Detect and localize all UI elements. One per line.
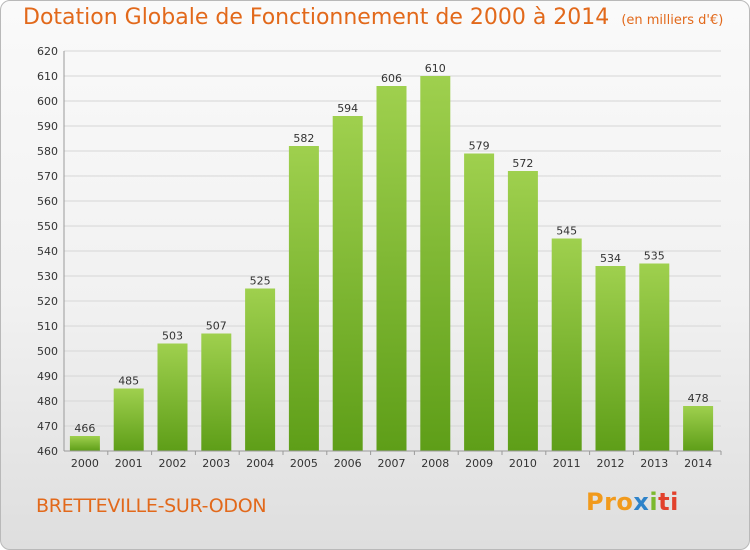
bar-value-label: 579 xyxy=(469,140,490,153)
x-tick-label: 2006 xyxy=(334,457,362,470)
bar-value-label: 535 xyxy=(644,250,665,263)
y-tick-label: 560 xyxy=(37,195,58,208)
x-tick-label: 2001 xyxy=(115,457,143,470)
y-tick-label: 610 xyxy=(37,70,58,83)
bar xyxy=(420,76,451,451)
x-tick-label: 2012 xyxy=(597,457,625,470)
x-tick-label: 2004 xyxy=(246,457,274,470)
x-tick-label: 2003 xyxy=(202,457,230,470)
bar-value-label: 545 xyxy=(556,225,577,238)
bar xyxy=(683,406,714,451)
logo-part-2: x xyxy=(633,488,650,516)
x-tick-label: 2007 xyxy=(378,457,406,470)
x-tick-label: 2013 xyxy=(640,457,668,470)
bar xyxy=(201,333,232,451)
bar-value-label: 582 xyxy=(293,132,314,145)
bar-value-label: 572 xyxy=(512,157,533,170)
bar-value-label: 606 xyxy=(381,72,402,85)
y-tick-label: 540 xyxy=(37,245,58,258)
logo-part-1: Pro xyxy=(586,488,634,516)
bars: 466 485 503 507 525 582 594 606 610 579 572 545 534 5… xyxy=(69,62,714,451)
y-tick-label: 510 xyxy=(37,320,58,333)
bar xyxy=(595,266,626,451)
chart-title-text: Dotation Globale de Fonctionnement de 20… xyxy=(23,5,610,30)
bar xyxy=(376,86,407,451)
bar xyxy=(507,171,538,451)
y-tick-label: 600 xyxy=(37,95,58,108)
y-tick-label: 550 xyxy=(37,220,58,233)
bar-value-label: 478 xyxy=(688,392,709,405)
y-tick-label: 620 xyxy=(37,45,58,58)
bar xyxy=(464,153,495,451)
x-tick-label: 2005 xyxy=(290,457,318,470)
axes: 460 470 480 490 500 510 520 530 540 550 560 570 580 5… xyxy=(37,45,722,470)
y-tick-label: 500 xyxy=(37,345,58,358)
logo-part-4: ti xyxy=(658,488,679,516)
bar-value-label: 507 xyxy=(206,320,227,333)
bar xyxy=(157,343,188,451)
x-tick-label: 2010 xyxy=(509,457,537,470)
y-tick-label: 570 xyxy=(37,170,58,183)
bar-value-label: 525 xyxy=(250,275,271,288)
bar xyxy=(245,288,276,451)
chart-subtitle: (en milliers d'€) xyxy=(621,13,724,28)
bar-value-label: 485 xyxy=(118,375,139,388)
y-tick-label: 470 xyxy=(37,420,58,433)
bar xyxy=(332,116,363,451)
commune-name: BRETTEVILLE-SUR-ODON xyxy=(36,495,267,517)
bar-value-label: 610 xyxy=(425,62,446,75)
y-tick-label: 520 xyxy=(37,295,58,308)
x-tick-label: 2000 xyxy=(71,457,99,470)
y-tick-label: 460 xyxy=(37,445,58,458)
logo-part-3: i xyxy=(649,488,659,516)
x-tick-label: 2002 xyxy=(159,457,187,470)
bar xyxy=(69,436,100,451)
bar xyxy=(639,263,670,451)
y-tick-label: 480 xyxy=(37,395,58,408)
bar-value-label: 503 xyxy=(162,330,183,343)
y-tick-label: 490 xyxy=(37,370,58,383)
bar xyxy=(113,388,144,451)
bar-value-label: 534 xyxy=(600,252,621,265)
x-tick-label: 2008 xyxy=(421,457,449,470)
bar xyxy=(551,238,582,451)
bar-value-label: 466 xyxy=(74,422,95,435)
y-tick-label: 530 xyxy=(37,270,58,283)
x-tick-label: 2011 xyxy=(553,457,581,470)
bar xyxy=(288,146,319,451)
bar-value-label: 594 xyxy=(337,102,358,115)
y-tick-label: 590 xyxy=(37,120,58,133)
y-tick-label: 580 xyxy=(37,145,58,158)
x-tick-label: 2009 xyxy=(465,457,493,470)
x-tick-label: 2014 xyxy=(684,457,712,470)
chart-title: Dotation Globale de Fonctionnement de 20… xyxy=(23,5,723,30)
proxiti-logo: Proxiti xyxy=(586,488,679,516)
